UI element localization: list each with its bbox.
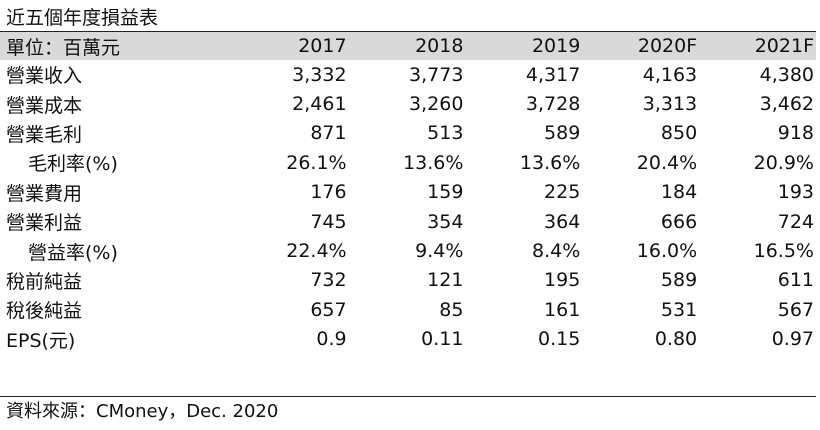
value-cell: 176 [310,181,347,204]
value-cell: 724 [777,210,815,233]
value-cell: 0.97 [771,328,815,351]
year-header: 2019 [531,35,581,57]
value-cell: 589 [660,269,698,292]
value-cell: 159 [427,181,464,204]
value-cell: 0.15 [537,328,581,351]
value-cell: 871 [310,122,347,145]
value-cell: 20.4% [636,151,698,174]
row-label: EPS(元) [6,329,76,352]
value-cell: 16.0% [636,240,698,263]
row-label: 營業收入 [6,65,83,88]
source-note: 資料來源：CMoney，Dec. 2020 [6,401,279,422]
value-cell: 513 [427,122,464,145]
unit-label: 單位：百萬元 [6,36,121,59]
row-label: 毛利率(%) [28,153,118,176]
income-statement-table: 單位：百萬元 2017 2018 2019 2020F 2021F 營業收入 3,… [0,31,816,354]
table-row: 稅後純益 657 85 161 531 567 [0,295,816,324]
year-header: 2017 [298,35,347,57]
table-row: EPS(元) 0.9 0.11 0.15 0.80 0.97 [0,325,816,354]
value-cell: 0.80 [654,328,698,351]
year-header: 2021F [754,35,815,57]
value-cell: 3,462 [759,93,815,116]
value-cell: 0.9 [316,328,347,351]
table-row: 營業成本 2,461 3,260 3,728 3,313 3,462 [0,89,816,118]
value-cell: 3,332 [292,63,347,86]
value-cell: 13.6% [519,151,581,174]
table-row: 稅前純益 732 121 195 589 611 [0,266,816,295]
value-cell: 13.6% [403,151,464,174]
value-cell: 589 [544,122,581,145]
row-label: 稅後純益 [6,300,83,323]
table-row: 營業收入 3,332 3,773 4,317 4,163 4,380 [0,60,816,89]
value-cell: 4,163 [642,63,698,86]
row-label: 稅前純益 [6,270,83,293]
value-cell: 193 [777,181,815,204]
value-cell: 567 [777,298,815,321]
table-row: 營業毛利 871 513 589 850 918 [0,119,816,148]
value-cell: 531 [660,298,698,321]
value-cell: 3,773 [409,63,464,86]
row-label: 營業費用 [6,182,83,205]
value-cell: 4,317 [525,63,581,86]
value-cell: 3,260 [409,93,464,116]
table-row: 營業利益 745 354 364 666 724 [0,207,816,236]
value-cell: 184 [660,181,698,204]
value-cell: 2,461 [292,93,347,116]
value-cell: 918 [777,122,815,145]
table-row: 營益率(%) 22.4% 9.4% 8.4% 16.0% 16.5% [0,236,816,265]
value-cell: 666 [660,210,698,233]
row-label: 營益率(%) [28,241,118,264]
year-header: 2018 [415,35,464,57]
value-cell: 3,728 [525,93,581,116]
value-cell: 121 [427,269,464,292]
table-title: 近五個年度損益表 [6,7,159,29]
value-cell: 611 [777,269,815,292]
value-cell: 22.4% [286,240,347,263]
value-cell: 745 [310,210,347,233]
value-cell: 161 [544,298,581,321]
footer-divider [0,396,816,397]
table-body: 營業收入 3,332 3,773 4,317 4,163 4,380 營業成本 2,461 3,… [0,60,816,354]
value-cell: 195 [544,269,581,292]
value-cell: 16.5% [753,240,814,263]
value-cell: 657 [310,298,347,321]
value-cell: 85 [439,298,464,321]
year-header: 2020F [637,35,698,57]
table-row: 毛利率(%) 26.1% 13.6% 13.6% 20.4% 20.9% [0,148,816,177]
value-cell: 4,380 [759,63,815,86]
value-cell: 364 [544,210,581,233]
table-header-row: 單位：百萬元 2017 2018 2019 2020F 2021F [0,31,816,60]
value-cell: 850 [660,122,698,145]
row-label: 營業毛利 [6,123,83,146]
value-cell: 225 [544,181,581,204]
row-label: 營業利益 [6,212,83,235]
value-cell: 354 [427,210,464,233]
value-cell: 3,313 [642,93,698,116]
value-cell: 9.4% [415,240,464,263]
value-cell: 26.1% [286,151,347,174]
table-row: 營業費用 176 159 225 184 193 [0,178,816,207]
value-cell: 20.9% [753,151,814,174]
row-label: 營業成本 [6,94,83,117]
value-cell: 0.11 [421,328,464,351]
value-cell: 8.4% [532,240,581,263]
value-cell: 732 [310,269,347,292]
